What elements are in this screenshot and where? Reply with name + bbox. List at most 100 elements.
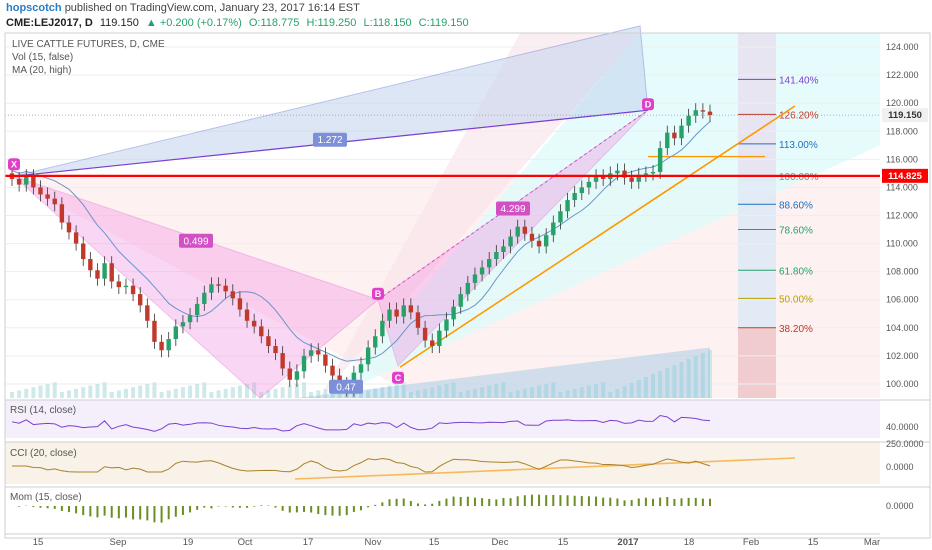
ratio-bg [313,132,347,147]
volume-bar [387,385,392,398]
candle-body [223,285,228,292]
fib-label: 38.20% [779,324,813,335]
candle-body [95,270,100,279]
volume-bar [159,392,164,398]
candle-body [579,187,584,194]
volume-bar [515,390,520,398]
cci-trend-line [294,457,796,480]
volume-bar [24,388,29,398]
volume-bar [237,385,242,398]
candle-body [237,298,243,310]
candle-body [31,176,36,188]
volume-bar [686,359,691,398]
high-value: H:119.250 [306,17,357,29]
candle-body [380,320,385,337]
candle-body [138,294,143,306]
volume-bar [38,385,43,398]
fib-label: 61.80% [779,266,813,277]
time-tick-label: 18 [684,537,695,548]
time-tick-label: 15 [808,537,819,548]
volume-bar [700,353,705,398]
last-price: 119.150 [99,17,139,29]
time-tick-label: Nov [365,537,382,548]
candle-body [401,305,406,317]
author-link[interactable]: hopscotch [6,2,62,14]
cci-pane-label[interactable]: CCI (20, close) [10,448,77,459]
volume-bar [472,388,477,398]
symbol-name[interactable]: CME:LEJ2017, D [6,17,93,29]
point-label-x: X [11,160,17,170]
candle-body [451,306,456,320]
ratio-label: 4.299 [500,204,525,215]
volume-bar [608,392,613,398]
candle-body [672,132,677,139]
volume-bar [551,382,556,398]
ratio-label: 0.47 [336,382,356,393]
volume-bar [544,384,549,398]
volume-bar [145,384,150,398]
volume-bar [102,382,107,398]
legend-ma[interactable]: MA (20, high) [12,65,72,76]
volume-bar [658,371,663,398]
volume-bar [558,392,563,398]
volume-bar [380,387,385,398]
volume-bar [629,383,634,398]
volume-bar [487,385,492,398]
mom-pane-bg [5,487,880,532]
volume-bar [622,386,627,398]
volume-bar [223,388,228,398]
candle-body [700,110,706,112]
volume-bar [323,388,328,398]
time-tick-label: 15 [558,537,569,548]
candle-body [330,365,335,376]
volume-bar [180,387,185,398]
candle-body [66,222,72,233]
candle-body [244,309,250,321]
candle-body [308,350,314,356]
fib-label: 50.00% [779,294,813,305]
candle-body [444,319,449,331]
point-marker-bg [642,98,654,111]
candle-body [465,282,471,295]
volume-bar [259,392,264,398]
volume-bar [309,392,314,398]
ratio-label: 0.499 [183,236,208,247]
volume-bar [10,392,14,398]
volume-bar [672,365,677,398]
candle-body [487,259,492,268]
price-tick-label: 100.000 [886,379,919,389]
volume-bar [451,382,456,398]
volume-bar [480,387,485,398]
volume-ma-area [296,347,710,398]
legend-vol[interactable]: Vol (15, false) [12,52,74,63]
candle-body [230,291,235,299]
time-tick-label: 2017 [617,537,638,548]
candle-body [629,177,634,182]
candle-body [515,226,520,237]
volume-bar [415,390,420,398]
price-change: ▲ +0.200 (+0.17%) [145,17,242,29]
volume-bar [280,387,285,398]
volume-bar [615,389,620,398]
rsi-line [11,414,711,432]
price-tick-label: 106.000 [886,295,919,305]
volume-bar [465,390,470,398]
volume-bar [45,384,50,398]
volume-bar [74,388,79,398]
volume-bar [252,382,257,398]
ratio-bg [496,201,530,216]
time-tick-label: 17 [303,537,314,548]
time-tick-label: Sep [110,537,127,548]
candle-body [551,222,556,236]
candle-body [45,194,50,199]
volume-bar [81,387,86,398]
mom-pane-label[interactable]: Mom (15, close) [10,492,82,503]
fib-label: 88.60% [779,200,813,211]
volume-bar [152,382,157,398]
volume-bar [423,388,428,398]
rsi-pane-label[interactable]: RSI (14, close) [10,405,77,416]
chart-frame [4,32,931,539]
candle-body [622,170,627,178]
time-tick-label: 19 [183,537,194,548]
